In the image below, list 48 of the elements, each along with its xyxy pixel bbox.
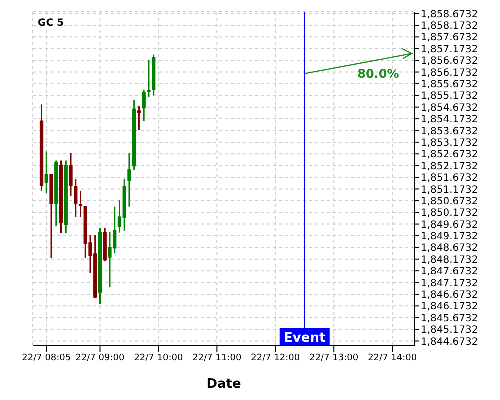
candlestick: [137, 105, 142, 132]
x-axis-title: Date: [206, 377, 242, 392]
y-tick-label: 1,856.1732: [421, 68, 478, 79]
y-tick-label: 1,848.1732: [421, 254, 478, 266]
x-tick-label: 22/7 09:00: [76, 353, 126, 364]
y-tick-label: 1,854.1732: [421, 114, 478, 126]
x-tick-label: 22/7 10:00: [134, 353, 184, 364]
candlestick: [44, 150, 48, 194]
candlestick: [74, 178, 78, 218]
y-tick-label: 1,857.1732: [421, 44, 478, 56]
y-tick-label: 1,856.6732: [421, 56, 478, 68]
y-tick-label: 1,852.1732: [421, 161, 478, 172]
text: GC 5: [38, 18, 64, 29]
candlestick: [142, 90, 146, 122]
x-tick-label: 22/7 08:05: [22, 353, 72, 364]
y-tick-label: 1,845.1732: [421, 325, 478, 336]
y-tick-label: 1,844.6732: [421, 336, 478, 348]
candlestick: [78, 190, 83, 218]
y-tick-label: 1,846.6732: [421, 290, 478, 302]
y-tick-label: 1,855.6732: [421, 80, 478, 91]
x-tick-label: 22/7 14:00: [368, 353, 418, 364]
y-tick-label: 1,857.6732: [421, 32, 478, 44]
y-tick-label: 1,846.1732: [421, 302, 478, 313]
candlestick: [147, 59, 151, 98]
y-tick-label: 1,858.1732: [421, 21, 478, 32]
candlestick: [128, 152, 132, 208]
y-tick-label: 1,850.1732: [421, 208, 478, 220]
y-tick-label: 1,848.6732: [421, 243, 478, 254]
x-tick-label: 22/7 12:00: [251, 353, 300, 364]
y-tick-label: 1,851.1732: [421, 184, 478, 196]
y-tick-label: 1,854.6732: [421, 102, 478, 114]
annotation: 80.0%: [358, 66, 400, 81]
y-tick-label: 1,853.6732: [421, 126, 478, 138]
y-tick-label: 1,849.6732: [421, 220, 478, 231]
y-tick-label: 1,847.6732: [421, 266, 478, 278]
x-tick-label: 22/7 11:00: [192, 353, 242, 364]
y-tick-label: 1,853.1732: [421, 138, 478, 149]
y-tick-label: 1,845.6732: [421, 313, 478, 324]
y-tick-label: 1,852.6732: [421, 150, 478, 161]
candlestick: [69, 152, 73, 197]
y-tick-label: 1,847.1732: [421, 278, 478, 290]
y-tick-label: 1,858.6732: [421, 9, 478, 20]
x-tick-label: 22/7 13:00: [310, 353, 359, 364]
ref-line-label: Event: [284, 331, 326, 346]
y-tick-label: 1,851.6732: [421, 173, 478, 184]
y-tick-label: 1,850.6732: [421, 196, 478, 208]
y-tick-label: 1,855.1732: [421, 91, 478, 102]
y-tick-label: 1,849.1732: [421, 232, 478, 243]
